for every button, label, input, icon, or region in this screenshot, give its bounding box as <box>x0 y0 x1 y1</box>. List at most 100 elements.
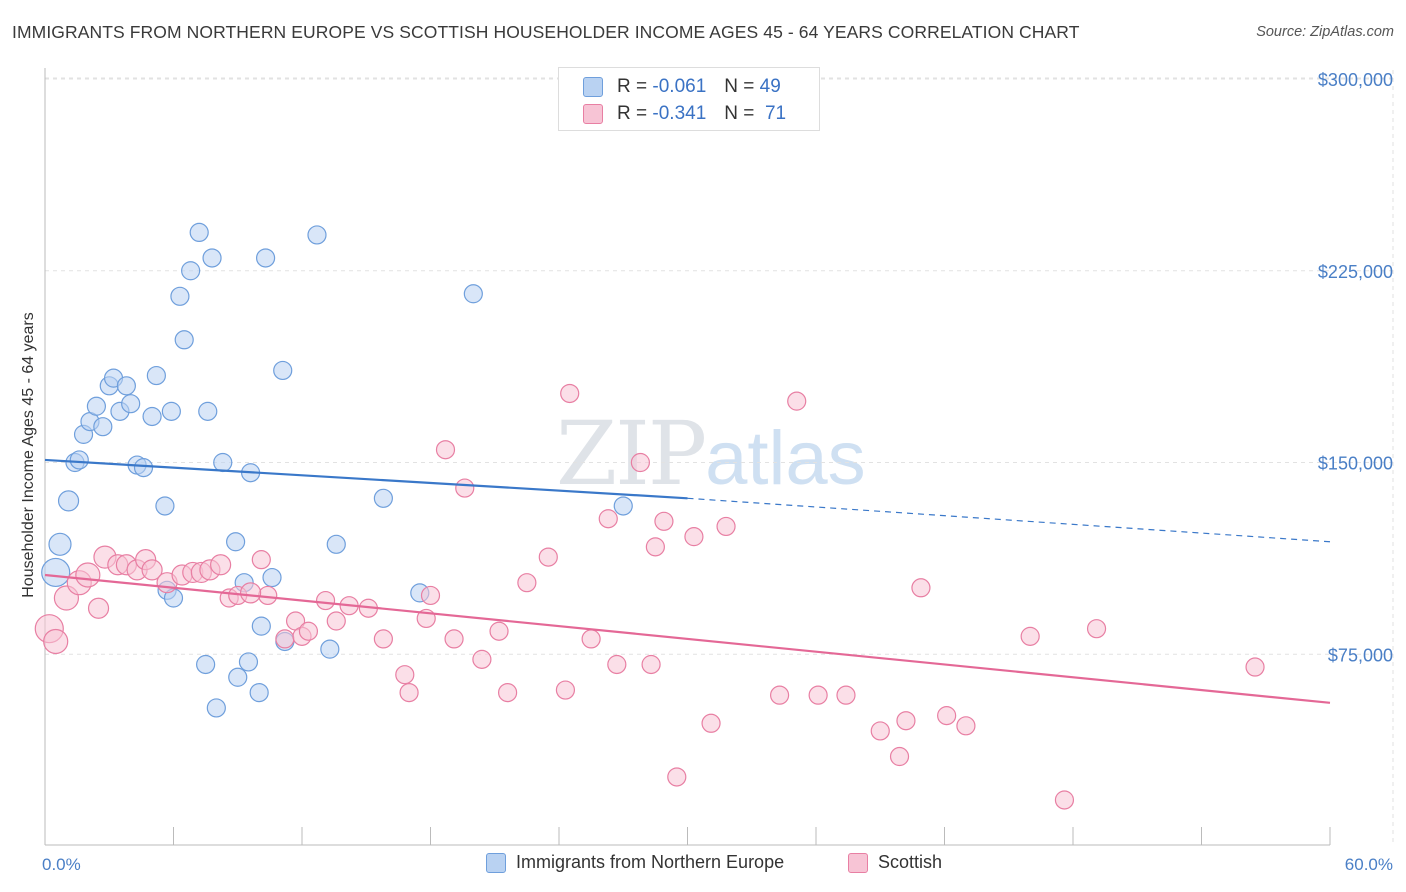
data-point <box>463 284 483 304</box>
data-point <box>161 401 181 421</box>
data-point <box>1086 619 1107 639</box>
legend-label: Immigrants from Northern Europe <box>516 852 785 872</box>
series-legend: Immigrants from Northern Europe Scottish <box>0 852 1406 878</box>
data-point <box>538 547 558 567</box>
data-point <box>240 582 262 604</box>
data-point <box>307 225 327 245</box>
r-label: R = <box>617 103 648 124</box>
data-point <box>787 391 807 411</box>
data-point <box>701 713 721 733</box>
data-point <box>870 721 890 741</box>
legend-row-blue: R = -0.061 N = 49 <box>583 74 781 100</box>
y-axis-label: Householder Income Ages 45 - 64 years <box>20 312 37 598</box>
data-point <box>57 490 80 512</box>
data-point <box>654 511 674 531</box>
data-point <box>641 654 661 675</box>
y-tick-label: $300,000 <box>1318 70 1393 90</box>
data-point <box>326 611 346 631</box>
axes <box>44 68 1331 846</box>
watermark: ZIPatlas <box>556 402 866 505</box>
data-point <box>560 383 580 404</box>
data-point <box>607 654 627 675</box>
data-point <box>808 685 828 705</box>
data-point <box>142 406 162 427</box>
legend-item-immigrants[interactable]: Immigrants from Northern Europe <box>486 852 784 873</box>
trend-line-blue <box>44 458 688 500</box>
data-point <box>716 516 736 537</box>
data-point <box>181 261 201 281</box>
data-point <box>517 573 537 593</box>
data-point <box>896 711 916 731</box>
data-point <box>489 621 509 641</box>
legend-swatch-blue <box>486 852 506 873</box>
legend-swatch-pink <box>583 104 603 124</box>
data-point <box>155 496 175 516</box>
data-point <box>320 639 340 659</box>
data-point <box>315 590 336 611</box>
x-tick-label: 60.0% <box>1345 855 1393 874</box>
data-point <box>226 532 246 552</box>
data-point <box>326 534 346 554</box>
data-point <box>555 680 576 700</box>
data-point <box>202 248 222 268</box>
data-point <box>251 550 271 570</box>
data-point <box>86 396 107 416</box>
data-point <box>581 629 601 649</box>
watermark-atlas: atlas <box>705 416 866 501</box>
trend-line-pink <box>44 573 1331 704</box>
data-point <box>93 417 113 437</box>
source-label: Source: ZipAtlas.com <box>1256 24 1394 40</box>
data-point <box>48 532 72 556</box>
data-point <box>146 365 166 386</box>
r-value: -0.061 <box>652 76 707 97</box>
data-point <box>41 557 71 588</box>
x-tick-label: 0.0% <box>42 855 81 874</box>
data-point <box>189 222 209 242</box>
data-point <box>645 537 665 557</box>
data-point <box>937 706 957 726</box>
data-point <box>87 597 110 619</box>
r-label: R = <box>617 76 648 97</box>
legend-swatch-blue <box>583 77 603 97</box>
n-label: N = <box>724 103 755 124</box>
data-point <box>630 452 650 473</box>
data-point <box>667 767 687 787</box>
data-point <box>889 746 910 767</box>
data-point <box>249 682 269 703</box>
data-point <box>141 559 163 581</box>
data-point <box>420 585 441 606</box>
data-point <box>373 629 393 649</box>
data-point <box>206 698 226 718</box>
watermark-zip: ZIP <box>556 402 707 505</box>
data-point <box>198 401 218 421</box>
data-point <box>613 496 633 516</box>
y-tick-label: $150,000 <box>1318 454 1393 474</box>
data-point <box>116 376 136 396</box>
series-immigrants-northern-europe <box>41 222 633 718</box>
data-point <box>174 330 194 350</box>
data-point <box>133 458 154 478</box>
legend-row-pink: R = -0.341 N = 71 <box>583 101 786 127</box>
data-point <box>911 578 931 598</box>
data-point <box>1020 626 1040 646</box>
data-point <box>455 478 475 498</box>
data-point <box>121 394 141 414</box>
data-point <box>43 628 69 655</box>
data-point <box>69 450 89 470</box>
trend-lines <box>44 458 1331 704</box>
legend-item-scottish[interactable]: Scottish <box>848 852 942 873</box>
y-tick-label: $225,000 <box>1318 262 1393 282</box>
data-point <box>275 629 295 649</box>
trend-line-blue-dashed <box>687 497 1331 543</box>
data-point <box>213 452 233 473</box>
r-value: -0.341 <box>652 103 707 124</box>
data-point <box>170 286 190 306</box>
data-point <box>836 685 856 705</box>
data-point <box>769 685 790 705</box>
series-scottish <box>34 383 1265 810</box>
data-point <box>498 682 518 703</box>
data-point <box>238 652 259 672</box>
data-point <box>255 248 276 268</box>
data-point <box>251 616 271 636</box>
